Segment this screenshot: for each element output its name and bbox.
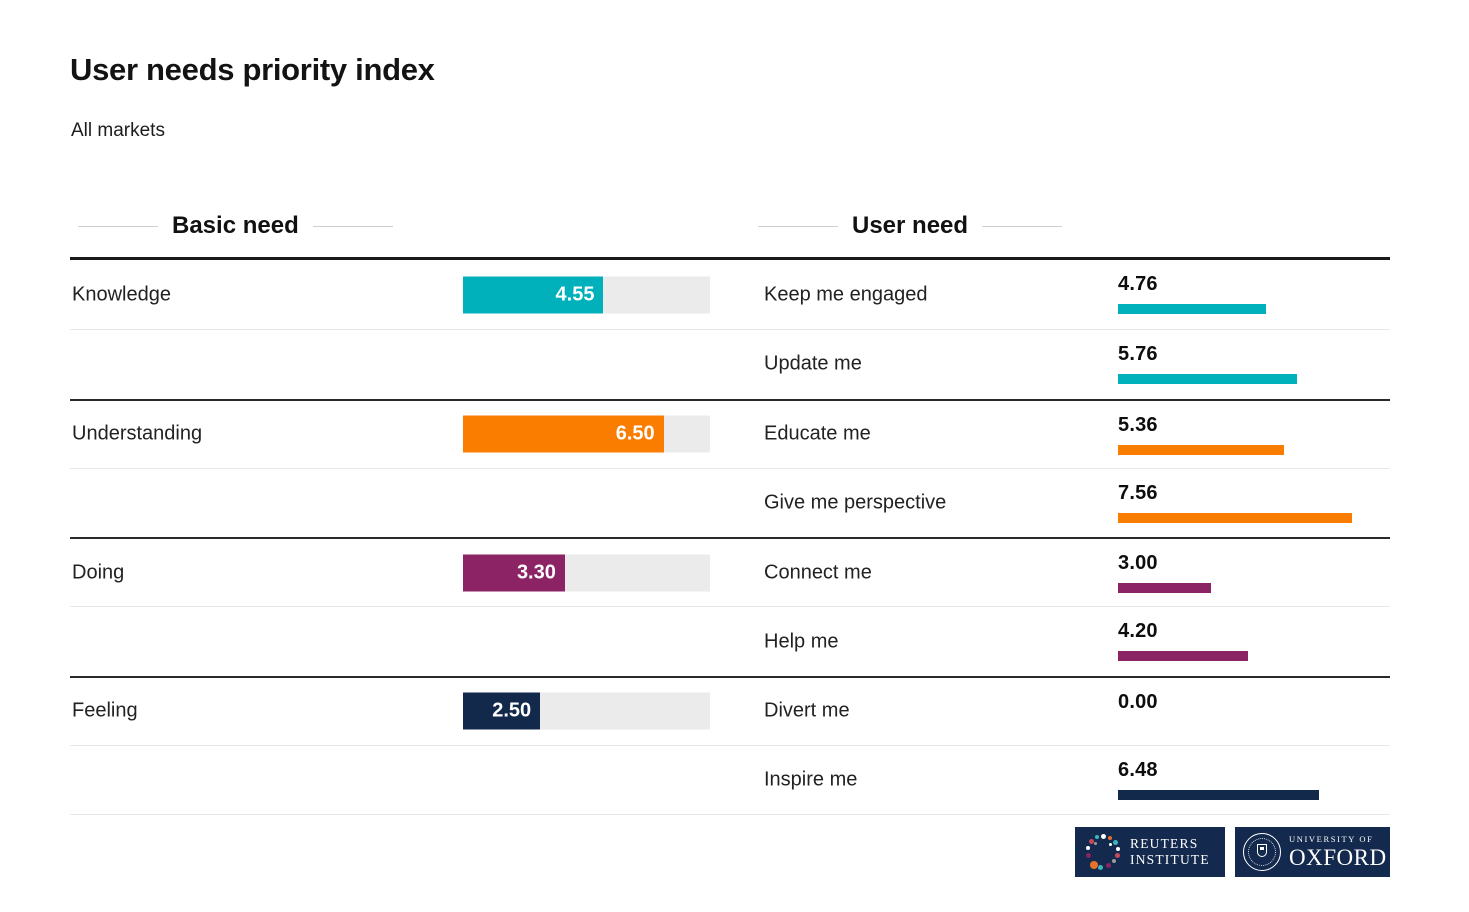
user-need-bar xyxy=(1118,374,1297,385)
chart-row: Knowledge 4.55 Keep me engaged 4.76 xyxy=(70,260,1390,329)
user-need-bar xyxy=(1118,790,1319,801)
chart-row: Help me 4.20 xyxy=(70,606,1390,675)
user-need-label: Connect me xyxy=(764,561,872,584)
basic-need-value: 3.30 xyxy=(516,561,556,584)
chart-title: User needs priority index xyxy=(70,52,435,87)
basic-need-label: Knowledge xyxy=(72,283,171,306)
column-header-basic-need: Basic need xyxy=(78,212,393,240)
user-need-value-block: 5.76 xyxy=(1118,343,1297,385)
user-need-value-block: 4.20 xyxy=(1118,620,1249,662)
user-need-value-block: 5.36 xyxy=(1118,413,1285,455)
user-need-bar xyxy=(1118,304,1266,314)
basic-need-value: 4.55 xyxy=(555,283,595,306)
user-need-value: 0.00 xyxy=(1118,690,1158,713)
basic-need-bar-track: 6.50 xyxy=(463,415,710,453)
oxford-logo-line1: UNIVERSITY OF xyxy=(1289,833,1374,844)
user-need-value: 3.00 xyxy=(1118,552,1158,575)
basic-need-label: Doing xyxy=(72,561,125,584)
oxford-crest-icon xyxy=(1243,833,1281,871)
user-need-value: 5.36 xyxy=(1118,413,1158,436)
priority-index-table: Basic need User need Knowledge 4.55 Keep m… xyxy=(70,210,1390,816)
basic-need-bar-fill: 4.55 xyxy=(463,276,604,314)
basic-need-value: 6.50 xyxy=(615,422,655,445)
header-decorative-line xyxy=(312,225,393,227)
user-need-bar xyxy=(1118,444,1285,455)
column-header-user-need-label: User need xyxy=(852,212,969,239)
chart-row: Update me 5.76 xyxy=(70,329,1390,398)
basic-need-bar-track: 2.50 xyxy=(463,692,710,730)
user-need-bar xyxy=(1118,583,1211,594)
footer-logos: REUTERS INSTITUTE UNIVERSITY OF OXFORD xyxy=(1075,827,1390,877)
chart-row: Feeling 2.50 Divert me 0.00 xyxy=(70,675,1390,745)
chart-row: Inspire me 6.48 xyxy=(70,745,1390,814)
basic-need-label: Understanding xyxy=(72,422,203,445)
user-need-value: 5.76 xyxy=(1118,343,1158,366)
chart-rows: Knowledge 4.55 Keep me engaged 4.76 Update m… xyxy=(70,257,1390,816)
chart-row: Give me perspective 7.56 xyxy=(70,467,1390,537)
user-need-label: Help me xyxy=(764,630,839,653)
basic-need-label: Feeling xyxy=(72,699,138,722)
user-need-value: 6.48 xyxy=(1118,759,1158,782)
user-need-value: 7.56 xyxy=(1118,481,1158,504)
column-header-user-need: User need xyxy=(758,212,1063,240)
chart-row: Understanding 6.50 Educate me 5.36 xyxy=(70,398,1390,468)
basic-need-bar-fill: 2.50 xyxy=(463,692,541,730)
reuters-logo-line2: INSTITUTE xyxy=(1130,852,1210,867)
user-need-bar xyxy=(1118,651,1249,662)
user-need-label: Keep me engaged xyxy=(764,283,928,306)
user-need-label: Give me perspective xyxy=(764,491,947,514)
user-need-value: 4.20 xyxy=(1118,620,1158,643)
oxford-university-logo: UNIVERSITY OF OXFORD xyxy=(1235,827,1390,877)
user-need-value-block: 3.00 xyxy=(1118,552,1211,594)
oxford-logo-text: UNIVERSITY OF OXFORD xyxy=(1289,835,1387,870)
user-need-label: Inspire me xyxy=(764,768,858,791)
reuters-logo-line1: REUTERS xyxy=(1130,835,1199,851)
basic-need-bar-fill: 3.30 xyxy=(463,554,565,592)
header-decorative-line xyxy=(758,225,838,227)
reuters-institute-logo: REUTERS INSTITUTE xyxy=(1075,827,1225,877)
user-need-value-block: 6.48 xyxy=(1118,759,1319,801)
basic-need-bar-track: 3.30 xyxy=(463,554,710,592)
chart-row: Doing 3.30 Connect me 3.00 xyxy=(70,537,1390,606)
reuters-dotted-globe-icon xyxy=(1085,834,1121,870)
column-headers: Basic need User need xyxy=(70,210,1390,257)
user-need-label: Update me xyxy=(764,352,862,375)
header-decorative-line xyxy=(982,225,1063,227)
basic-need-bar-track: 4.55 xyxy=(463,276,710,314)
oxford-logo-line2: OXFORD xyxy=(1289,845,1387,871)
user-need-bar xyxy=(1118,512,1353,523)
chart-subtitle: All markets xyxy=(71,120,165,141)
basic-need-value: 2.50 xyxy=(492,699,532,722)
user-need-label: Divert me xyxy=(764,699,850,722)
user-need-label: Educate me xyxy=(764,422,871,445)
basic-need-bar-fill: 6.50 xyxy=(463,415,664,453)
user-need-value: 4.76 xyxy=(1118,273,1158,295)
user-need-value-block: 7.56 xyxy=(1118,481,1353,523)
user-need-value-block: 4.76 xyxy=(1118,273,1266,314)
column-header-basic-need-label: Basic need xyxy=(172,212,299,239)
reuters-logo-text: REUTERS INSTITUTE xyxy=(1130,836,1210,868)
header-decorative-line xyxy=(78,225,158,227)
user-need-value-block: 0.00 xyxy=(1118,691,1158,732)
